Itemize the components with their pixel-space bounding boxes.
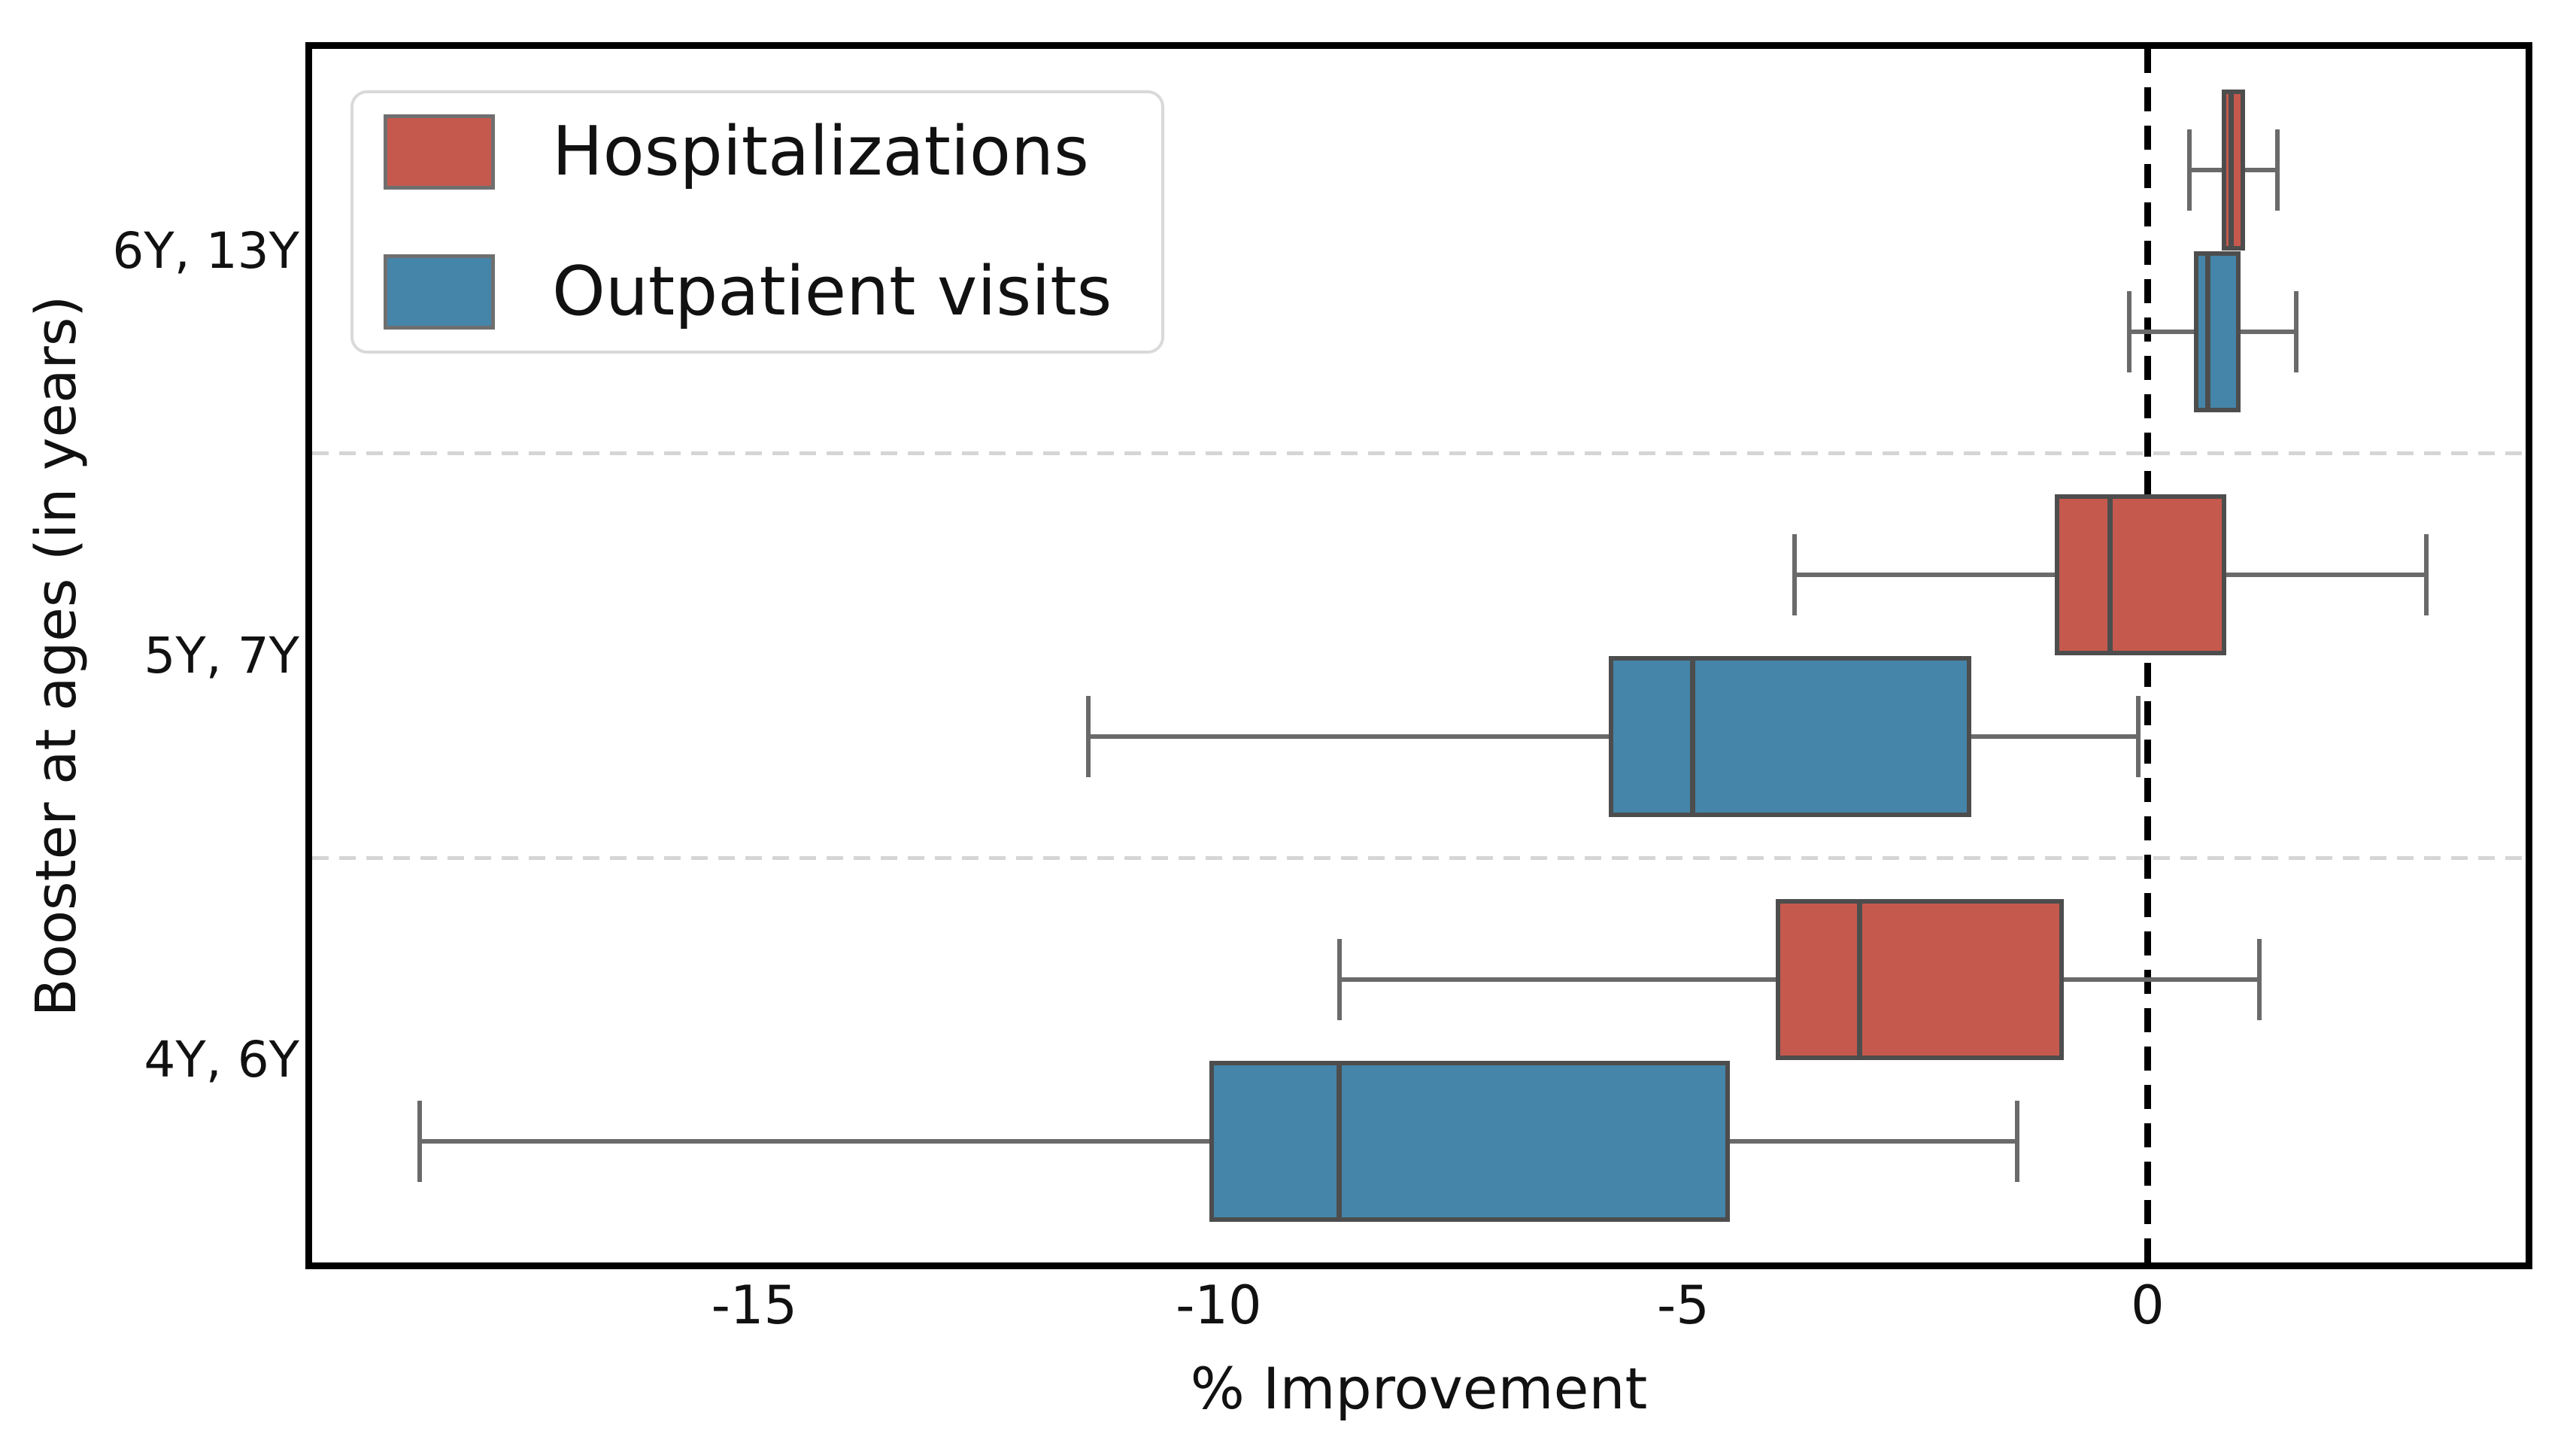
whisker-cap — [1337, 938, 1342, 1020]
whisker-cap — [2256, 938, 2262, 1020]
outpatient-visits-box-5Y-7Y — [1609, 656, 1971, 818]
whisker-cap — [2136, 696, 2141, 778]
median-line — [2107, 497, 2113, 652]
y-category-label: 4Y, 6Y — [144, 1031, 299, 1089]
y-category-label: 5Y, 7Y — [144, 626, 299, 685]
hospitalizations-box-4Y-6Y — [1776, 898, 2065, 1060]
whisker-cap — [2293, 291, 2298, 373]
hospitalizations-box-5Y-7Y — [2054, 494, 2227, 655]
y-category-label: 6Y, 13Y — [112, 221, 299, 280]
whisker-cap — [2186, 129, 2192, 211]
median-line — [1337, 1064, 1343, 1218]
outpatient-visits-box-6Y-13Y — [2194, 251, 2241, 413]
category-separator-gridline — [312, 855, 2526, 860]
x-tick-label: -10 — [1176, 1274, 1262, 1336]
x-tick-label: -15 — [711, 1274, 798, 1336]
legend-entry-hospitalizations: Hospitalizations — [384, 114, 1131, 190]
outpatient-visits-swatch-icon — [384, 254, 495, 330]
legend-label-hospitalizations: Hospitalizations — [552, 112, 1089, 191]
category-separator-gridline — [312, 451, 2526, 456]
legend-entry-outpatient-visits: Outpatient visits — [384, 254, 1131, 330]
plot-area — [305, 42, 2532, 1269]
legend: Hospitalizations Outpatient visits — [350, 90, 1164, 354]
zero-reference-line — [2144, 49, 2151, 1262]
x-axis-label: % Improvement — [1190, 1355, 1648, 1422]
whisker-cap — [2126, 291, 2131, 373]
whisker-cap — [2275, 129, 2280, 211]
hospitalizations-swatch-icon — [384, 114, 495, 190]
whisker-cap — [2423, 533, 2429, 615]
median-line — [2205, 255, 2211, 409]
outpatient-visits-box-4Y-6Y — [1209, 1060, 1730, 1222]
whisker-cap — [417, 1100, 423, 1182]
whisker-cap — [2015, 1100, 2020, 1182]
whisker-cap — [1086, 696, 1091, 778]
median-line — [1689, 660, 1695, 814]
x-tick-label: -5 — [1656, 1274, 1710, 1336]
legend-label-outpatient-visits: Outpatient visits — [552, 252, 1112, 331]
x-tick-label: 0 — [2131, 1274, 2165, 1336]
median-line — [2229, 93, 2234, 248]
y-axis-label: Booster at ages (in years) — [24, 295, 89, 1016]
median-line — [1857, 902, 1862, 1056]
whisker-cap — [1792, 533, 1798, 615]
